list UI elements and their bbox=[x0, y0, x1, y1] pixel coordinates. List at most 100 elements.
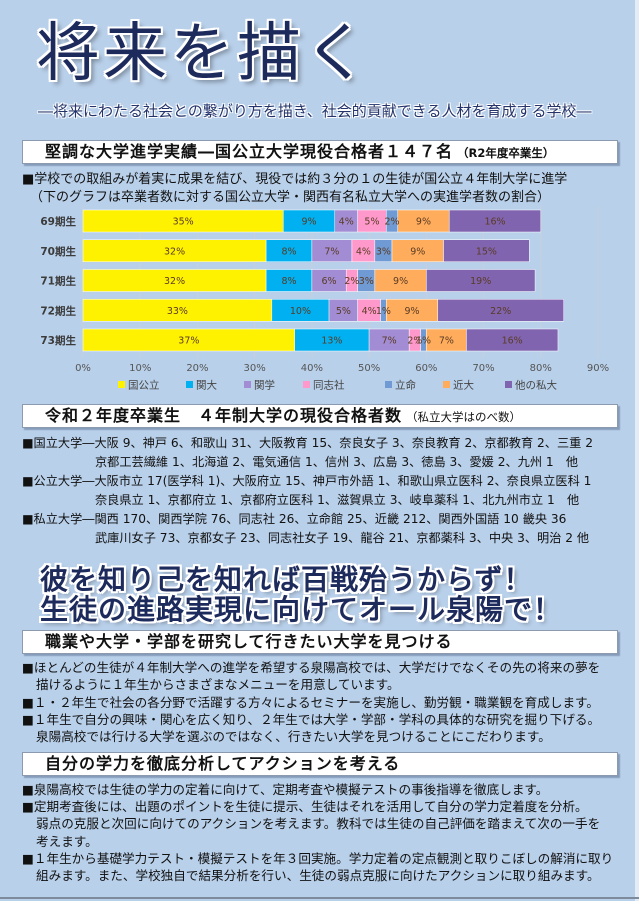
data-label: 19% bbox=[470, 276, 491, 287]
slogan-line: 彼を知り己を知れば百戦殆うからず！ bbox=[40, 563, 533, 596]
legend-swatch bbox=[443, 381, 450, 388]
x-tick-label: 90% bbox=[587, 363, 609, 374]
section-heading-text-wrap: 堅調な大学進学実績―国公立大学現役合格者１４７名 （R2年度卒業生） bbox=[45, 142, 554, 163]
x-tick-label: 50% bbox=[358, 363, 380, 374]
acceptance-line-private: ■私立大学―関西 170、関西学院 76、同志社 26、立命館 25、近畿 21… bbox=[22, 512, 567, 526]
acceptance-line-national: ■国立大学―大阪 9、神戸 6、和歌山 31、大阪教育 15、奈良女子 3、奈良… bbox=[22, 436, 593, 450]
body-line: ■ほとんどの生徒が４年制大学への進学を希望する泉陽高校では、大学だけでなくその先… bbox=[22, 660, 601, 675]
data-label: 33% bbox=[167, 306, 188, 317]
section-heading-text: 堅調な大学進学実績―国公立大学現役合格者１４７名 bbox=[45, 142, 454, 161]
data-label: 5% bbox=[336, 306, 351, 317]
bar-segment bbox=[443, 239, 530, 262]
x-tick-label: 70% bbox=[472, 363, 494, 374]
body-line: ■泉陽高校では生徒の学力の定着に向けて、定期考査や模擬テストの事後指導を徹底しま… bbox=[22, 782, 549, 797]
body-line: ■定期考査後には、出題のポイントを生徒に提示、生徒はそれを活用して自分の学力定着… bbox=[22, 799, 588, 815]
x-tick-label: 40% bbox=[301, 363, 323, 374]
data-label: 9% bbox=[416, 217, 431, 228]
description-line: ■学校での取組みが着実に成果を結び、現役では約３分の１の生徒が国公立４年制大学に… bbox=[22, 172, 568, 187]
data-label: 4% bbox=[356, 246, 371, 257]
data-label: 2% bbox=[407, 336, 422, 347]
description-line: （下のグラフは卒業者数に対する国公立大学・関西有名私立大学への実進学者数の割合） bbox=[30, 190, 551, 205]
legend-label: 関大 bbox=[196, 379, 217, 392]
section-heading-academic-analysis: 自分の学力を徹底分析してアクションを考える bbox=[22, 752, 618, 776]
x-tick-label: 20% bbox=[186, 363, 208, 374]
category-label: 69期生 bbox=[40, 215, 76, 228]
bar-segment bbox=[448, 209, 542, 233]
section-heading-text: 自分の学力を徹底分析してアクションを考える bbox=[45, 754, 401, 773]
data-label: 7% bbox=[439, 336, 454, 347]
x-tick-label: 80% bbox=[530, 363, 552, 374]
bar-segment bbox=[437, 299, 564, 322]
legend-label: 立命 bbox=[395, 379, 416, 392]
section-heading-text: 令和２年度卒業生 ４年制大学の現役合格者数 bbox=[45, 406, 403, 425]
data-label: 7% bbox=[382, 336, 397, 347]
x-tick-label: 60% bbox=[415, 363, 437, 374]
acceptance-line-private-cont: 武庫川女子 73、京都女子 23、同志社女子 19、龍谷 21、京都薬科 3、中… bbox=[95, 531, 590, 545]
x-tick-label: 30% bbox=[244, 363, 266, 374]
section-heading-career-research: 職業や大学・学部を研究して行きたい大学を見つける bbox=[22, 630, 618, 654]
slogan: 彼を知り己を知れば百戦殆うからず！ 生徒の進路実現に向けてオール泉陽で！ bbox=[40, 565, 562, 625]
data-label: 8% bbox=[281, 246, 296, 257]
bar-segment bbox=[466, 328, 559, 352]
body-line: ■１年生で自分の興味・関心を広く知り、２年生では大学・学部・学科の具体的な研究を… bbox=[22, 711, 601, 727]
section-heading-text-wrap: 令和２年度卒業生 ４年制大学の現役合格者数 （私立大学はのべ数） bbox=[45, 406, 521, 427]
data-label: 2% bbox=[384, 217, 399, 228]
acceptance-line-public: ■公立大学―大阪市立 17(医学科 1)、大阪府立 15、神戸市外語 1、和歌山… bbox=[22, 474, 592, 488]
data-label: 3% bbox=[376, 246, 391, 257]
page-subtitle: ―将来にわたる社会との繋がり方を描き、社会的貢献できる人材を育成する学校― bbox=[38, 102, 592, 120]
data-label: 9% bbox=[393, 276, 408, 287]
acceptance-list: ■国立大学―大阪 9、神戸 6、和歌山 31、大阪教育 15、奈良女子 3、奈良… bbox=[22, 434, 593, 548]
legend-swatch bbox=[186, 381, 193, 388]
data-label: 13% bbox=[321, 336, 342, 347]
body-line: 考えます。 bbox=[36, 833, 98, 849]
data-label: 9% bbox=[404, 306, 419, 317]
data-label: 8% bbox=[281, 276, 296, 287]
data-label: 4% bbox=[362, 306, 377, 317]
bar-segment bbox=[426, 269, 536, 292]
x-tick-label: 0% bbox=[75, 363, 91, 374]
section-heading-acceptances: 令和２年度卒業生 ４年制大学の現役合格者数 （私立大学はのべ数） bbox=[22, 404, 618, 428]
page-title: 将来を描く bbox=[36, 17, 371, 91]
data-label: 9% bbox=[301, 217, 316, 228]
data-label: 1% bbox=[416, 336, 431, 347]
x-tick-label: 10% bbox=[129, 363, 151, 374]
section-heading-results: 堅調な大学進学実績―国公立大学現役合格者１４７名 （R2年度卒業生） bbox=[22, 140, 618, 164]
category-label: 72期生 bbox=[40, 304, 76, 317]
legend-swatch bbox=[303, 381, 310, 388]
body-line: 組みます。また、学校独自で結果分析を行い、生徒の弱点克服に向けたアクションに取り… bbox=[36, 868, 600, 884]
data-label: 16% bbox=[484, 217, 505, 228]
progression-stacked-bar-chart: 0% 10% 20% 30% 40% 50% 60% 70% 80% 90% 69期生 35% 9% 4%… bbox=[40, 206, 609, 392]
data-label: 15% bbox=[476, 246, 497, 257]
data-label: 6% bbox=[322, 276, 337, 287]
section-results-description: ■学校での取組みが着実に成果を結び、現役では約３分の１の生徒が国公立４年制大学に… bbox=[22, 171, 567, 207]
legend-swatch bbox=[505, 381, 512, 388]
data-label: 37% bbox=[178, 336, 199, 347]
data-label: 32% bbox=[164, 276, 185, 287]
data-label: 3% bbox=[359, 276, 374, 287]
data-label: 22% bbox=[490, 306, 511, 317]
acceptance-line-national-cont: 京都工芸繊維 1、北海道 2、電気通信 1、信州 3、広島 3、徳島 3、愛媛 … bbox=[95, 455, 579, 469]
career-research-text: ■ほとんどの生徒が４年制大学への進学を希望する泉陽高校では、大学だけでなくその先… bbox=[22, 659, 600, 745]
acceptance-line-public-cont: 奈良県立 1、京都府立 1、京都府立医科 1、滋賀県立 3、岐阜薬科 1、北九州… bbox=[95, 493, 580, 507]
body-line: ■１年生から基礎学力テスト・模擬テストを年３回実施。学力定着の定点観測と取りこぼ… bbox=[22, 850, 614, 866]
data-label: 16% bbox=[502, 336, 523, 347]
body-line: 弱点の克服と次回に向けてのアクションを考えます。教科では生徒の自己評価を踏まえて… bbox=[36, 816, 601, 832]
legend-label: 他の私大 bbox=[515, 379, 557, 392]
slogan-line: 生徒の進路実現に向けてオール泉陽で！ bbox=[40, 593, 563, 626]
legend-swatch bbox=[244, 381, 251, 388]
legend-swatch bbox=[385, 381, 392, 388]
page-edge-bottom bbox=[0, 897, 639, 899]
data-label: 32% bbox=[164, 246, 185, 257]
data-label: 5% bbox=[364, 217, 379, 228]
data-label: 35% bbox=[173, 217, 194, 228]
legend-swatch bbox=[118, 381, 125, 388]
legend-label: 近大 bbox=[453, 379, 474, 392]
category-label: 71期生 bbox=[40, 275, 76, 288]
academic-analysis-text: ■泉陽高校では生徒の学力の定着に向けて、定期考査や模擬テストの事後指導を徹底しま… bbox=[22, 781, 613, 884]
data-label: 7% bbox=[324, 246, 339, 257]
section-heading-note: （私立大学はのべ数） bbox=[406, 410, 522, 424]
page-edge-right bbox=[635, 0, 639, 901]
category-label: 73期生 bbox=[40, 334, 76, 347]
data-label: 10% bbox=[290, 306, 311, 317]
